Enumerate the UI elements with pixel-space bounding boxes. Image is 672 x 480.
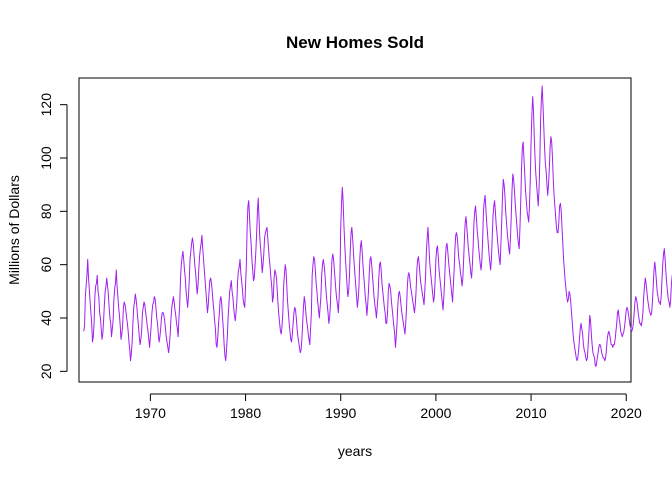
y-axis: 20 40 60 80 100 120 [38, 93, 68, 379]
x-axis-label: years [338, 443, 372, 459]
y-tick-label: 80 [38, 203, 54, 219]
x-tick-label: 2020 [611, 405, 642, 421]
x-tick-label: 2010 [515, 405, 546, 421]
series-line-0 [83, 85, 672, 367]
y-tick-label: 40 [38, 310, 54, 326]
series-layer [83, 85, 672, 367]
x-tick-label: 1990 [325, 405, 356, 421]
y-tick-label: 120 [38, 93, 54, 117]
plot-area-frame [78, 77, 632, 383]
y-tick-label: 20 [38, 363, 54, 379]
x-axis: 1970 1980 1990 2000 2010 2020 [135, 393, 642, 421]
y-tick-label: 60 [38, 257, 54, 273]
y-axis-label: Millions of Dollars [6, 175, 22, 285]
x-tick-label: 1970 [135, 405, 166, 421]
y-tick-label: 100 [38, 146, 54, 170]
x-tick-label: 1980 [230, 405, 261, 421]
chart-title: New Homes Sold [286, 33, 424, 52]
x-tick-label: 2000 [420, 405, 451, 421]
